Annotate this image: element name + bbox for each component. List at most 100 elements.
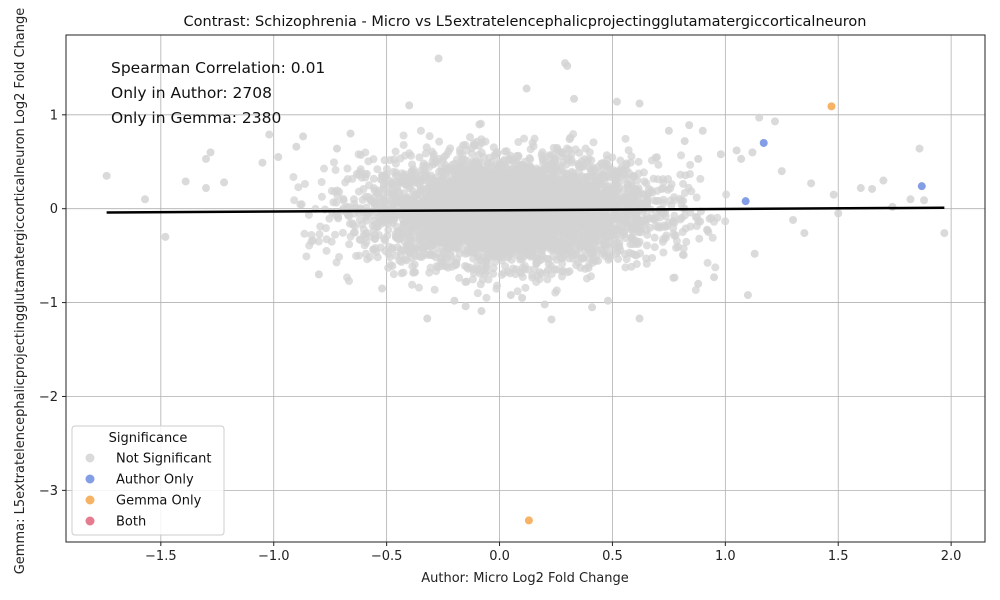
data-point-not-significant [345,276,354,285]
data-point-not-significant [482,293,491,302]
data-point-not-significant [404,195,413,204]
data-point-not-significant [349,220,358,229]
data-point-not-significant [631,212,640,221]
data-point-not-significant [492,284,501,293]
data-point-not-significant [444,263,453,272]
data-point-not-significant [296,200,305,209]
data-point-not-significant [416,126,425,135]
data-point-not-significant [512,182,521,191]
data-point-not-significant [434,54,443,63]
data-point-not-significant [653,186,662,195]
data-point-not-significant [543,182,552,191]
data-point-not-significant [608,183,617,192]
legend-label-author-only: Author Only [116,473,194,488]
data-point-not-significant [392,202,401,211]
data-point-not-significant [373,165,382,174]
data-point-not-significant [378,171,387,180]
data-point-not-significant [593,224,602,233]
data-point-not-significant [521,283,530,292]
data-point-not-significant [476,209,485,218]
data-point-not-significant [561,219,570,228]
data-point-not-significant [681,224,690,233]
data-point-gemma-only [524,516,533,525]
legend-marker-author-only [85,474,95,484]
data-point-not-significant [618,226,627,235]
data-point-not-significant [467,242,476,251]
data-point-not-significant [206,148,215,157]
data-point-not-significant [616,156,625,165]
data-point-not-significant [698,126,707,135]
data-point-not-significant [436,194,445,203]
data-point-author-only [759,138,768,147]
data-point-not-significant [354,150,363,159]
data-point-not-significant [664,126,673,135]
data-point-not-significant [563,268,572,277]
data-point-not-significant [634,157,643,166]
data-point-not-significant [411,190,420,199]
data-point-not-significant [477,307,486,316]
data-point-not-significant [429,153,438,162]
data-point-not-significant [608,215,617,224]
data-point-not-significant [509,164,518,173]
data-point-not-significant [343,164,352,173]
y-tick-label: 0 [50,202,58,217]
data-point-not-significant [710,217,719,226]
data-point-not-significant [681,171,690,180]
data-point-not-significant [369,216,378,225]
data-point-not-significant [592,252,601,261]
data-point-not-significant [755,113,764,122]
data-point-not-significant [161,232,170,241]
data-point-not-significant [408,160,417,169]
data-point-not-significant [440,201,449,210]
x-axis-label: Author: Micro Log2 Fold Change [421,571,629,586]
data-point-not-significant [483,255,492,264]
data-point-not-significant [615,211,624,220]
data-point-not-significant [411,252,420,261]
data-point-not-significant [694,154,703,163]
data-point-not-significant [502,167,511,176]
data-point-not-significant [492,213,501,222]
data-point-not-significant [294,183,303,192]
data-point-not-significant [461,278,470,287]
data-point-not-significant [410,268,419,277]
data-point-not-significant [615,239,624,248]
regression-line-group [106,206,945,214]
data-point-not-significant [597,214,606,223]
data-point-not-significant [325,214,334,223]
data-point-not-significant [315,230,324,239]
data-point-not-significant [603,296,612,305]
data-point-not-significant [379,197,388,206]
data-point-not-significant [596,195,605,204]
data-point-not-significant [181,177,190,186]
data-point-not-significant [476,200,485,209]
data-point-not-significant [716,150,725,159]
data-point-not-significant [394,235,403,244]
x-tick-label: 1.5 [828,549,849,564]
data-point-not-significant [559,149,568,158]
data-point-not-significant [732,146,741,155]
data-point-not-significant [468,210,477,219]
data-point-not-significant [589,217,598,226]
data-point-not-significant [391,191,400,200]
data-point-not-significant [414,180,423,189]
data-point-not-significant [517,170,526,179]
data-point-not-significant [429,222,438,231]
data-point-not-significant [461,302,470,311]
data-point-not-significant [504,210,513,219]
data-point-not-significant [530,134,539,143]
data-point-not-significant [447,178,456,187]
data-point-not-significant [677,214,686,223]
data-point-not-significant [362,169,371,178]
data-point-not-significant [329,158,338,167]
data-point-not-significant [566,133,575,142]
data-point-not-significant [299,132,308,141]
data-point-author-only [917,182,926,191]
data-points [102,54,949,525]
data-point-not-significant [478,138,487,147]
data-point-not-significant [495,240,504,249]
data-point-not-significant [605,254,614,263]
data-point-not-significant [355,251,364,260]
data-point-not-significant [710,273,719,282]
data-point-not-significant [599,174,608,183]
data-point-not-significant [550,229,559,238]
